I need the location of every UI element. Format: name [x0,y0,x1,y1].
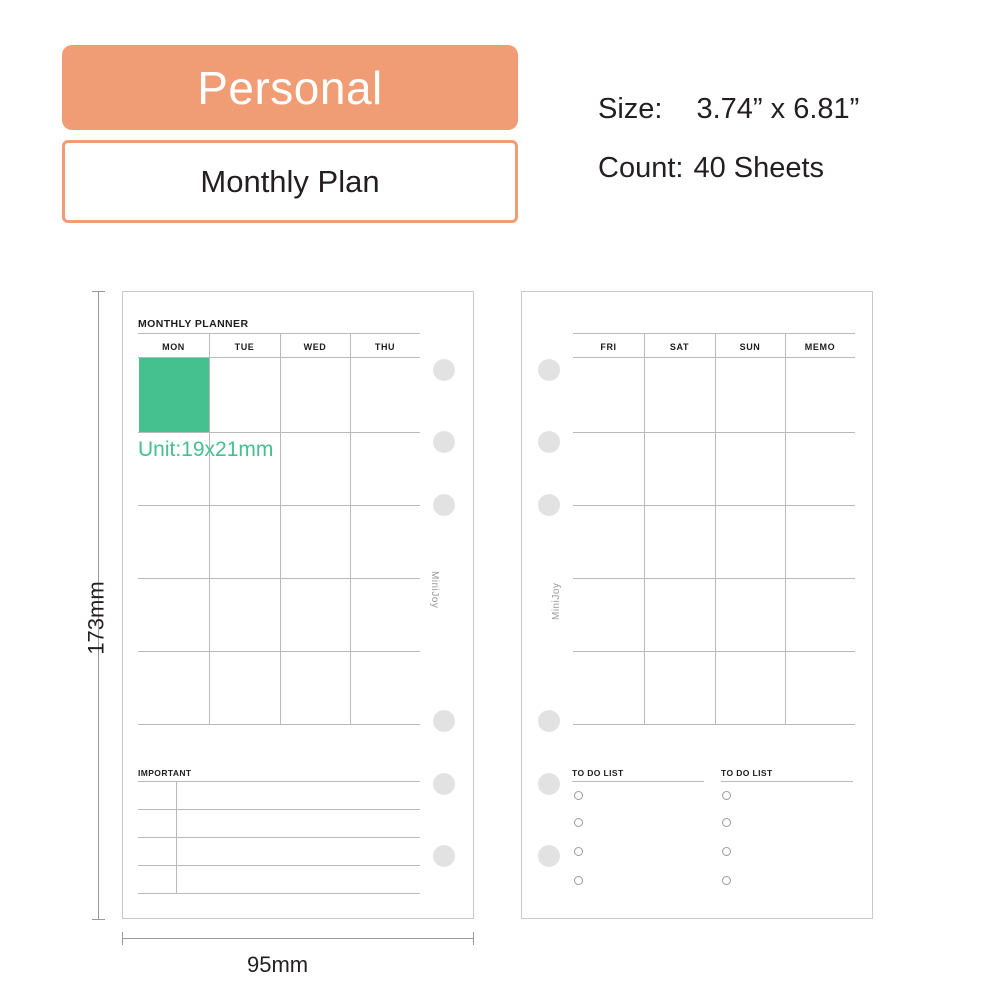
ring-hole [538,431,560,453]
product-title: Personal [197,61,383,114]
right-grid-hline [573,432,855,433]
spec-size-value: 3.74” x 6.81” [696,93,860,125]
day-header-wed: WED [303,342,327,352]
spec-size-label: Size: [598,93,663,125]
left-grid-hline [138,724,420,725]
right-grid-vline [715,333,716,724]
day-header-thu: THU [374,342,396,352]
width-dimension-label: 95mm [247,952,309,977]
right-grid-hline [573,724,855,725]
important-vline [176,781,177,893]
spec-count-value: 40 Sheets [693,152,825,184]
day-header-sun: SUN [739,342,761,352]
left-grid-hline [138,432,420,433]
todo-checkbox[interactable] [574,876,583,885]
left-grid-vline [350,333,351,724]
day-header-memo: MEMO [804,342,836,352]
left-grid-vline [280,333,281,724]
important-rule [138,837,420,838]
unit-highlight-cell [139,358,209,432]
ring-hole [538,773,560,795]
ring-hole [433,431,455,453]
right-grid-hline [573,651,855,652]
spec-row-size: Size: 3.74” x 6.81” [598,93,859,126]
important-rule [138,865,420,866]
left-grid-hline [138,505,420,506]
right-page [521,291,873,919]
todo-label-left: TO DO LIST [572,768,624,778]
right-header-rule-top [573,333,855,334]
left-header-rule-bottom [138,357,420,358]
todo-checkbox[interactable] [722,847,731,856]
day-header-mon: MON [162,342,185,352]
day-header-fri: FRI [600,342,617,352]
day-header-sat: SAT [669,342,690,352]
todo-checkbox[interactable] [722,876,731,885]
title-banner: Personal [62,45,518,130]
ring-hole [538,845,560,867]
important-rule [138,809,420,810]
ring-hole [538,359,560,381]
todo-label-right: TO DO LIST [721,768,773,778]
ring-hole [433,494,455,516]
spec-count-label: Count: [598,152,684,184]
spec-row-count: Count: 40 Sheets [598,152,859,185]
ring-hole [538,710,560,732]
brand-mark-left: MiniJoy [429,571,440,609]
left-grid-vline [209,333,210,724]
brand-mark-right: MiniJoy [551,582,562,620]
ring-hole [433,359,455,381]
monthly-planner-title: MONTHLY PLANNER [138,318,249,330]
height-dim-line [98,291,99,919]
todo-checkbox[interactable] [722,818,731,827]
header-block: Personal Monthly Plan [62,45,518,223]
ring-hole [538,494,560,516]
width-dim-cap-left [122,932,123,945]
ring-hole [433,773,455,795]
right-grid-hline [573,578,855,579]
todo-rule-left [572,781,704,782]
height-dim-cap-bottom [92,919,105,920]
left-header-rule-top [138,333,420,334]
todo-checkbox[interactable] [574,847,583,856]
height-dimension-label: 173mm [83,581,109,655]
todo-checkbox[interactable] [574,818,583,827]
important-section-label: IMPORTANT [138,768,192,778]
width-dim-cap-right [473,932,474,945]
height-dim-cap-top [92,291,105,292]
left-grid-hline [138,651,420,652]
ring-hole [433,845,455,867]
ring-hole [433,710,455,732]
left-grid-hline [138,578,420,579]
width-dim-line [122,938,474,939]
important-rule [138,781,420,782]
right-grid-vline [644,333,645,724]
right-grid-hline [573,505,855,506]
todo-checkbox[interactable] [574,791,583,800]
todo-rule-right [721,781,853,782]
day-header-tue: TUE [234,342,255,352]
todo-checkbox[interactable] [722,791,731,800]
product-subtitle: Monthly Plan [200,163,380,199]
spec-block: Size: 3.74” x 6.81” Count: 40 Sheets [598,93,859,211]
right-header-rule-bottom [573,357,855,358]
right-grid-vline [785,333,786,724]
unit-size-label: Unit:19x21mm [138,438,274,461]
important-rule [138,893,420,894]
subtitle-banner: Monthly Plan [62,140,518,223]
